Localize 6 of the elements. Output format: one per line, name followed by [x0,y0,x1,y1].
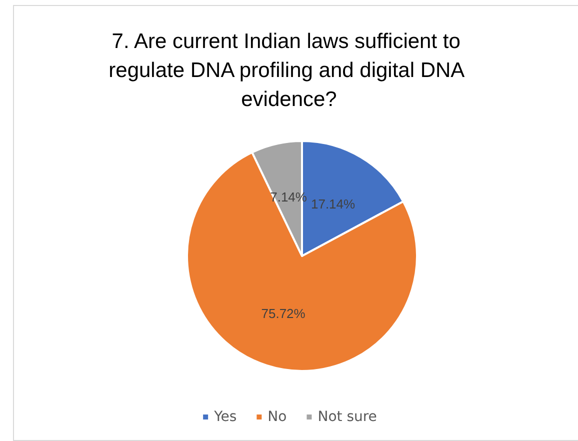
legend-label: No [268,409,287,425]
chart-title: 7. Are current Indian laws sufficient to regulate DNA profiling and digital DNA evidence? [108,30,470,111]
legend-label: Yes [213,409,237,425]
legend-label: Not sure [318,409,377,425]
data-label: 75.72% [261,306,306,322]
data-label: 17.14% [310,196,356,212]
